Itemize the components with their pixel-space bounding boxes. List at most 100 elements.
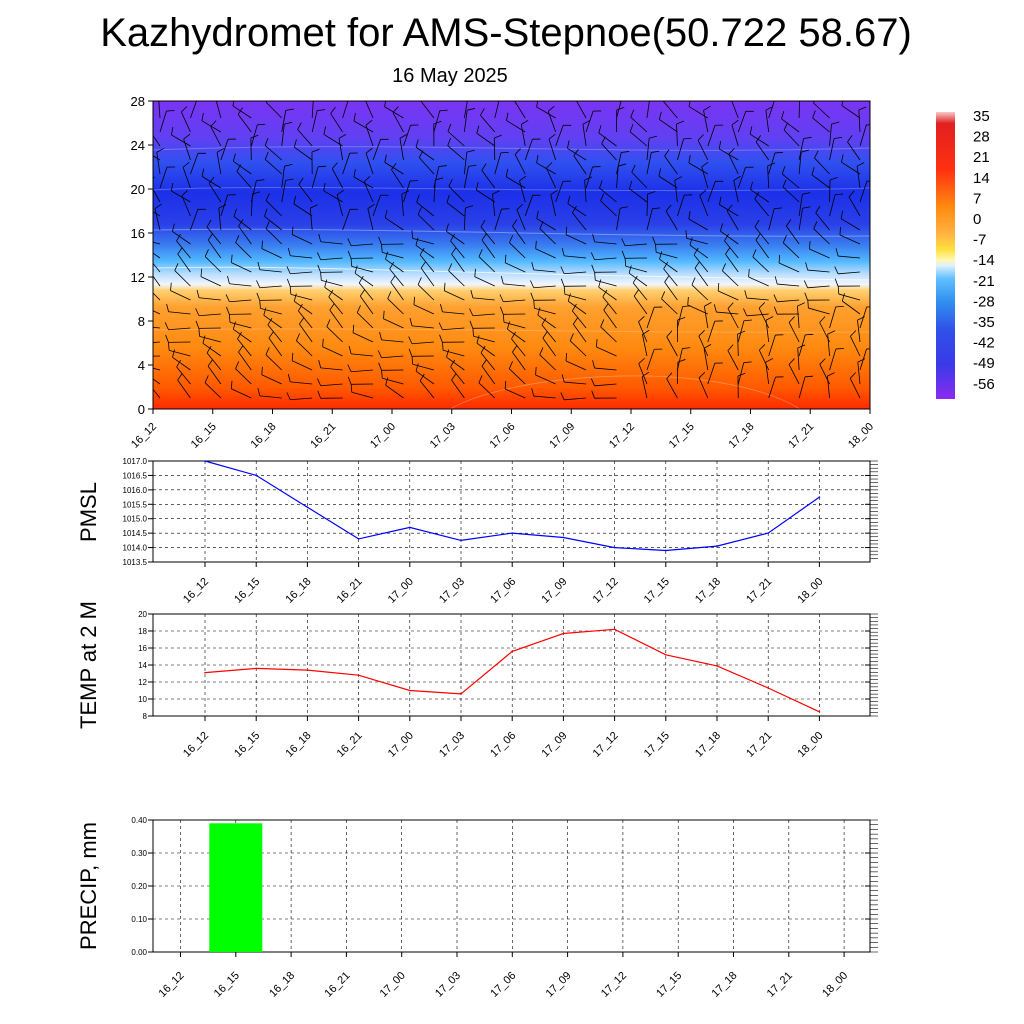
wind-barb bbox=[323, 190, 343, 203]
wind-barb bbox=[698, 377, 709, 399]
wind-barb bbox=[472, 313, 495, 317]
wind-barb-flag bbox=[594, 272, 596, 281]
wind-barb-flag bbox=[347, 250, 352, 259]
wind-barb-flag bbox=[390, 275, 396, 283]
wind-barb bbox=[476, 189, 496, 203]
wind-barb-flag bbox=[435, 177, 444, 181]
wind-barb bbox=[207, 365, 222, 385]
wind-barb-flag bbox=[264, 208, 268, 217]
wind-barb-flag bbox=[547, 105, 555, 112]
wind-barb bbox=[207, 239, 222, 259]
wind-barb bbox=[603, 309, 617, 329]
wind-barb-flag bbox=[481, 233, 487, 241]
wind-barb-flag bbox=[356, 305, 361, 313]
wind-barb-flag bbox=[592, 234, 596, 243]
wind-barb bbox=[385, 384, 404, 399]
wind-barb-flag bbox=[140, 297, 141, 305]
wind-barb-flag bbox=[298, 177, 304, 185]
wind-barb-flag bbox=[348, 346, 352, 355]
wind-barb-flag bbox=[730, 92, 736, 97]
wind-barb bbox=[641, 376, 648, 399]
wind-barb bbox=[638, 363, 648, 385]
wind-barb-flag bbox=[659, 251, 663, 260]
wind-barb-flag bbox=[384, 154, 387, 163]
wind-barb-flag bbox=[384, 209, 388, 218]
wind-barb bbox=[856, 166, 861, 189]
wind-barb bbox=[494, 101, 500, 119]
x-tick-label: 17_15 bbox=[642, 730, 672, 760]
wind-barb-flag bbox=[531, 262, 535, 271]
wind-barb bbox=[311, 166, 319, 189]
wind-barb bbox=[829, 306, 837, 329]
wind-barb bbox=[480, 352, 496, 371]
wind-barb-flag bbox=[502, 314, 505, 323]
wind-barb-flag bbox=[624, 258, 627, 267]
wind-barb bbox=[181, 195, 191, 217]
wind-barb bbox=[572, 310, 587, 329]
wind-barb bbox=[797, 306, 800, 329]
wind-barb-flag bbox=[494, 134, 502, 139]
wind-barb bbox=[183, 138, 191, 161]
colorbar-label: 0 bbox=[973, 211, 981, 228]
y-axis-label: PRECIP, mm bbox=[76, 822, 101, 950]
wind-barb bbox=[503, 321, 526, 329]
wind-barb bbox=[573, 155, 587, 175]
y-tick-label: 10 bbox=[138, 695, 147, 704]
wind-barb-flag bbox=[322, 338, 324, 347]
wind-barb-flag bbox=[264, 137, 269, 146]
wind-barb bbox=[383, 318, 404, 329]
wind-barb-flag bbox=[655, 244, 657, 253]
wind-barb-flag bbox=[650, 95, 658, 97]
wind-barb bbox=[168, 327, 191, 331]
wind-barb-flag bbox=[727, 302, 734, 309]
contour-lines bbox=[153, 146, 870, 409]
wind-barb bbox=[646, 349, 655, 371]
wind-barb-flag bbox=[819, 316, 826, 323]
x-tick-label: 17_09 bbox=[539, 730, 569, 760]
wind-barb-flag bbox=[584, 176, 593, 181]
wind-barb-flag bbox=[285, 178, 294, 181]
wind-barb-flag bbox=[261, 240, 263, 249]
wind-barb-flag bbox=[850, 330, 857, 337]
wind-barb bbox=[765, 110, 770, 133]
x-tick-label: 17_21 bbox=[786, 421, 816, 451]
wind-barb-flag bbox=[238, 345, 244, 353]
wind-barb-flag bbox=[225, 294, 230, 302]
data-point bbox=[818, 496, 821, 498]
wind-barb bbox=[218, 208, 222, 231]
wind-barb bbox=[698, 335, 709, 357]
wind-barb bbox=[849, 378, 861, 399]
wind-barb bbox=[535, 248, 556, 259]
wind-barb-flag bbox=[567, 140, 570, 149]
wind-barb-flag bbox=[257, 261, 261, 270]
cross-section-y-axis: 0 4 8 12 16 20 24 28 bbox=[131, 94, 153, 417]
wind-barb bbox=[342, 101, 349, 119]
wind-barb bbox=[547, 111, 557, 133]
wind-barb bbox=[154, 208, 161, 231]
wind-barb bbox=[509, 242, 526, 259]
data-point bbox=[818, 710, 821, 713]
wind-barb-flag bbox=[265, 347, 270, 355]
wind-barb bbox=[524, 195, 534, 217]
wind-barb-flag bbox=[206, 219, 212, 228]
wind-barb bbox=[539, 228, 556, 245]
wind-barb bbox=[474, 276, 495, 287]
wind-barb bbox=[198, 313, 221, 317]
wind-barb bbox=[351, 266, 374, 273]
wind-barb-flag bbox=[516, 203, 524, 210]
wind-barb-flag bbox=[265, 221, 270, 229]
wind-barb bbox=[412, 363, 435, 371]
wind-barb bbox=[233, 216, 252, 231]
wind-barb bbox=[503, 299, 526, 303]
wind-barb-flag bbox=[451, 247, 457, 255]
wind-barb bbox=[746, 313, 769, 317]
wind-barb-flag bbox=[628, 265, 632, 274]
wind-barb bbox=[372, 195, 381, 217]
wind-barb bbox=[537, 314, 556, 329]
wind-barb-flag bbox=[839, 226, 841, 236]
wind-barb-flag bbox=[413, 296, 415, 305]
wind-barb-flag bbox=[752, 249, 757, 257]
wind-barb bbox=[754, 226, 770, 245]
wind-barb-flag bbox=[237, 107, 243, 115]
wind-barb-flag bbox=[230, 380, 233, 389]
